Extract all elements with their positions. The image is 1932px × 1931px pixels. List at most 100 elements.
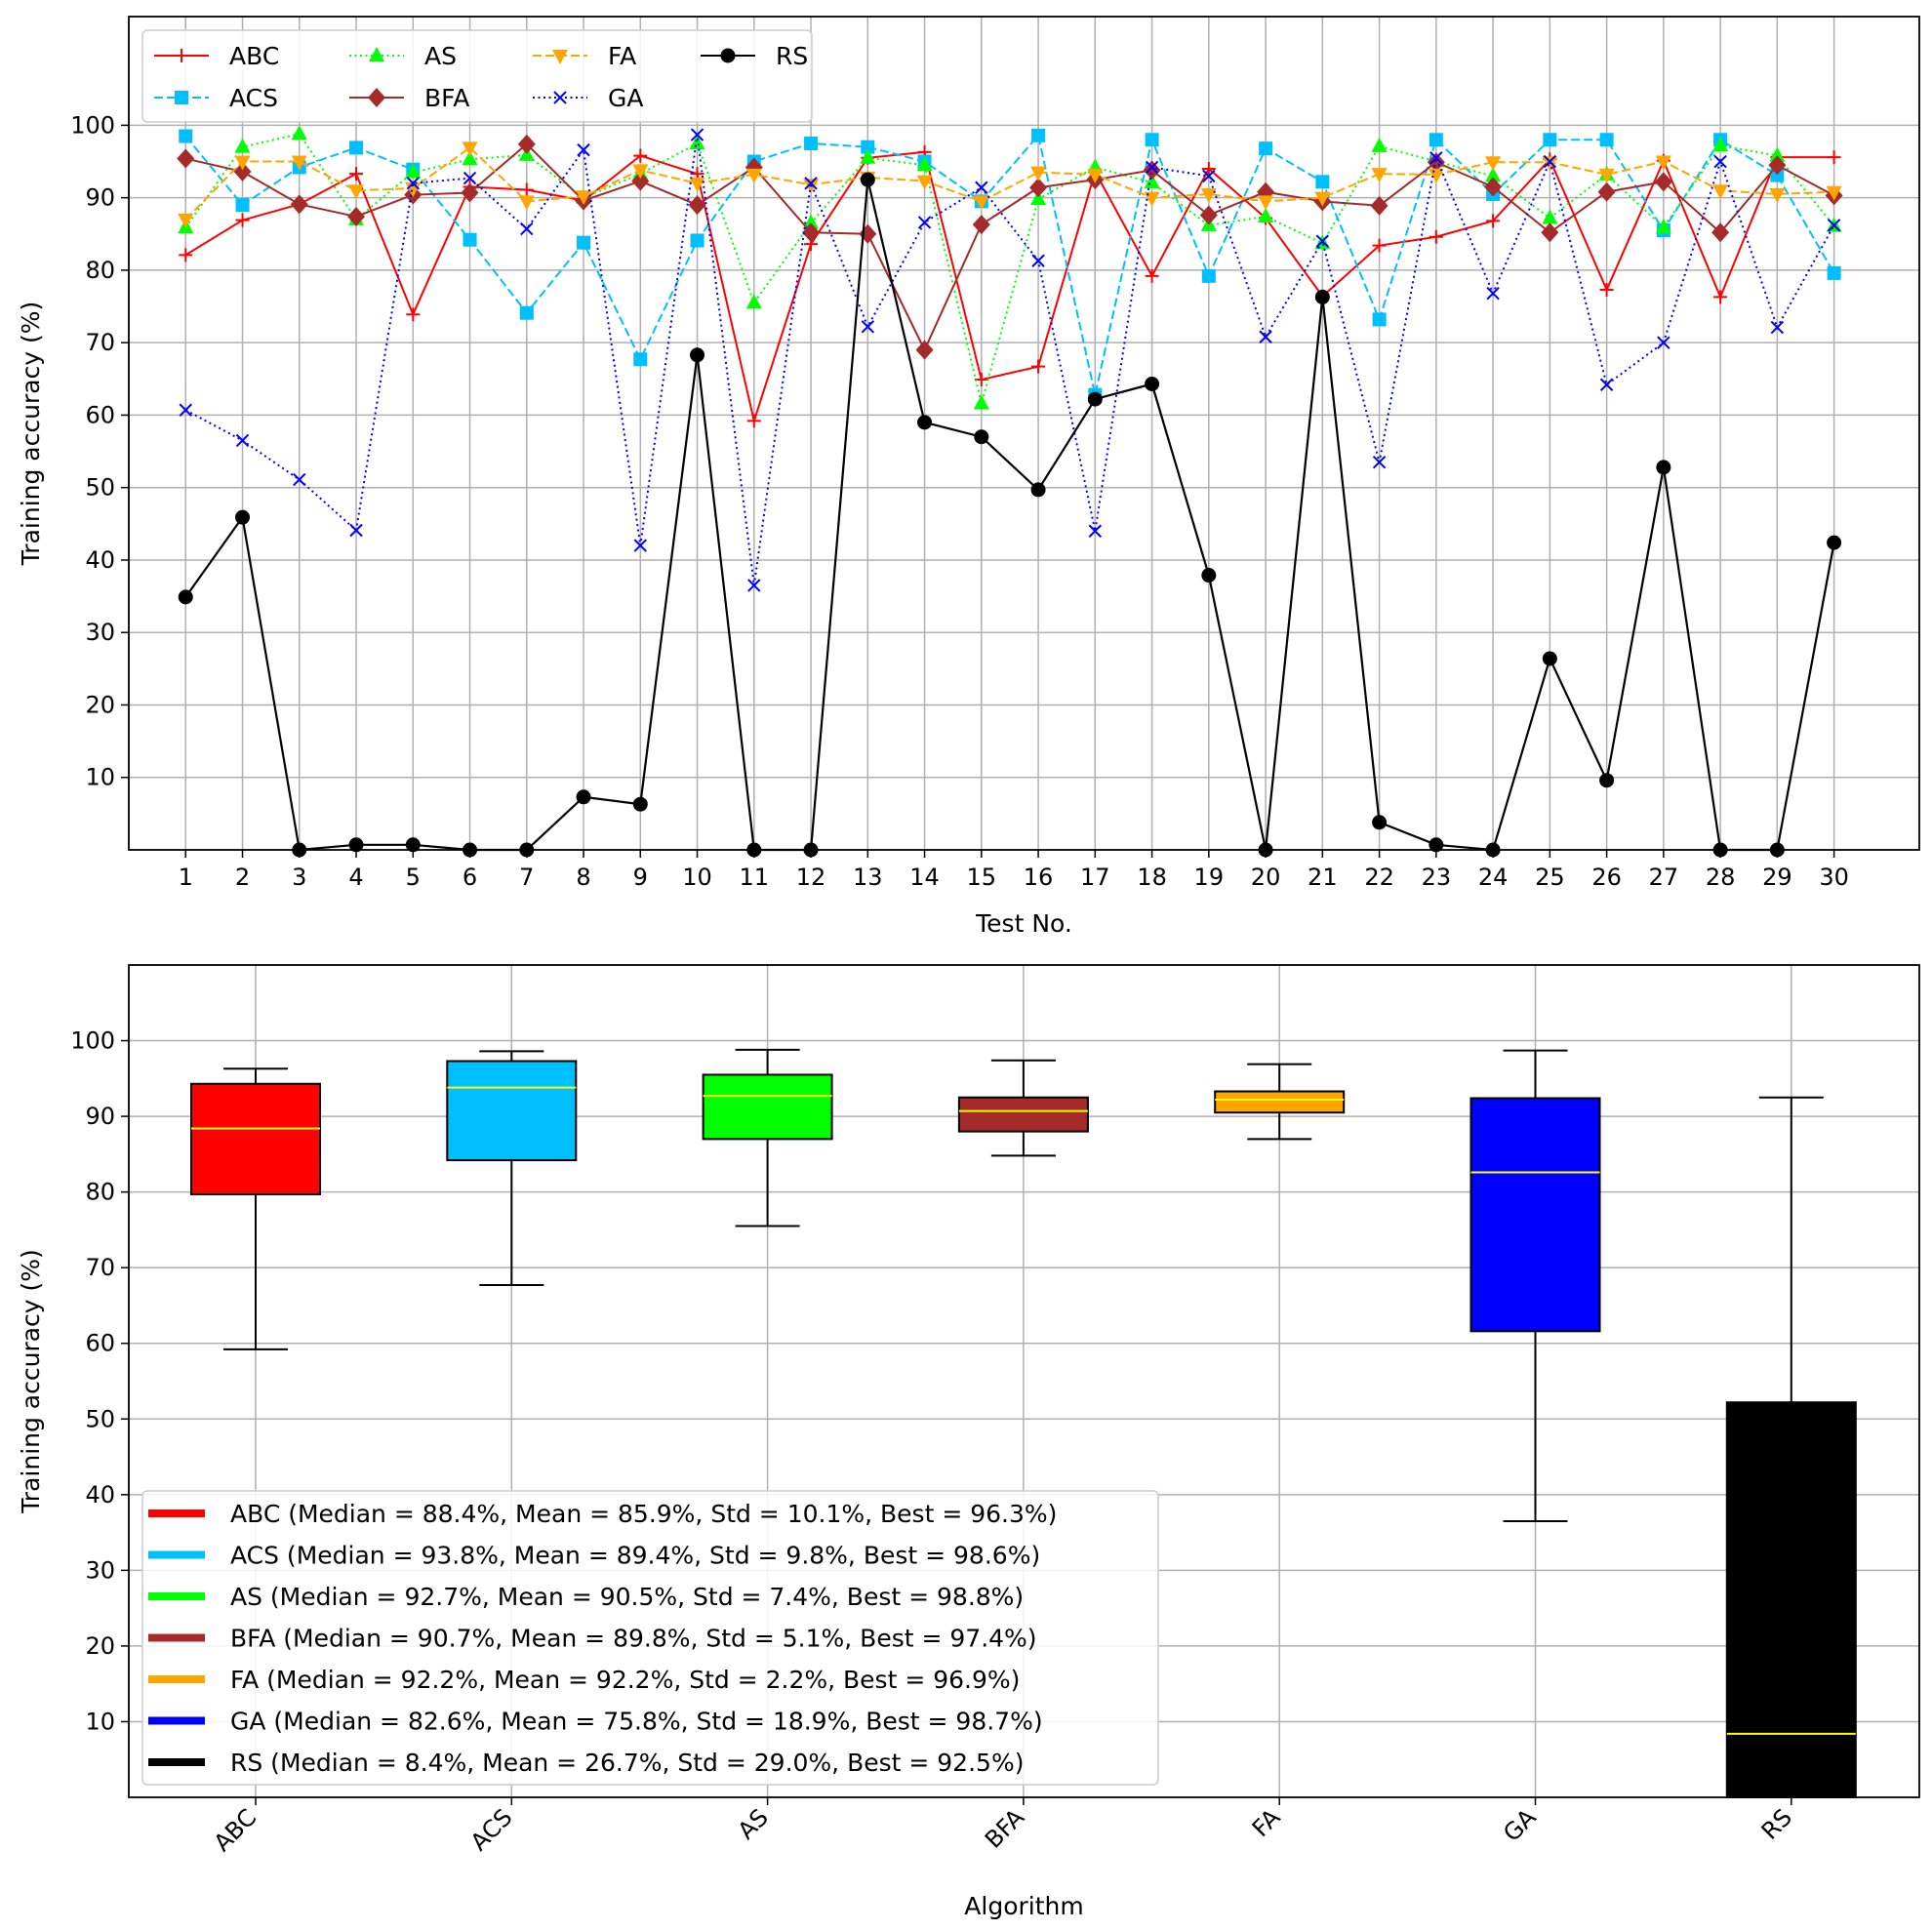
x-tick-label: FA xyxy=(1247,1803,1286,1842)
as-point xyxy=(973,394,989,410)
bfa-point xyxy=(1711,222,1730,243)
y-tick-label: 70 xyxy=(85,1254,115,1281)
legend-rs-point xyxy=(720,48,736,63)
x-tick-label: 12 xyxy=(796,864,826,891)
fa-point xyxy=(916,175,933,190)
legend-frame xyxy=(141,1490,1159,1786)
legend: ABC ACS AS BFA FA GA RS xyxy=(141,29,813,123)
bfa-point xyxy=(233,161,252,181)
x-tick-label: 25 xyxy=(1535,864,1565,891)
ga-point xyxy=(1202,169,1216,183)
x-tick-label: 21 xyxy=(1308,864,1338,891)
acs-point xyxy=(1201,268,1216,283)
as-point xyxy=(405,163,422,179)
bfa-point xyxy=(1029,178,1048,198)
rs-point xyxy=(405,837,421,853)
series-bfa xyxy=(177,134,1843,360)
box-bfa xyxy=(957,1059,1089,1157)
bfa-point xyxy=(290,194,308,215)
rs-point xyxy=(178,589,193,605)
as-point xyxy=(1769,146,1786,162)
ga-point xyxy=(633,539,647,552)
bfa-point xyxy=(1541,222,1559,243)
legend: ABC (Median = 88.4%, Mean = 85.9%, Std =… xyxy=(141,1490,1159,1786)
x-tick-label: 24 xyxy=(1478,864,1509,891)
legend-label: ABC (Median = 88.4%, Mean = 85.9%, Std =… xyxy=(230,1500,1057,1528)
x-tick-label: 19 xyxy=(1194,864,1225,891)
as-point xyxy=(462,150,478,166)
rs-point xyxy=(348,837,364,853)
as-point xyxy=(1542,209,1558,224)
x-tick-label: 7 xyxy=(519,864,534,891)
bfa-point xyxy=(1199,205,1218,225)
legend-bfa-point xyxy=(368,88,385,107)
rs-point xyxy=(1429,837,1444,853)
x-tick-label: 30 xyxy=(1819,864,1849,891)
bfa-point xyxy=(461,182,479,203)
ga-point xyxy=(463,171,477,185)
ga-point xyxy=(1372,455,1387,469)
x-tick-label: ABC xyxy=(209,1803,262,1857)
legend-frame xyxy=(141,29,813,123)
ga-point xyxy=(1315,234,1330,248)
fa-point xyxy=(689,177,705,192)
ga-point xyxy=(1657,336,1670,349)
fa-point xyxy=(1826,185,1842,201)
y-tick-label: 80 xyxy=(85,257,115,284)
legend-label: AS (Median = 92.7%, Mean = 90.5%, Std = … xyxy=(230,1583,1024,1611)
rs-point xyxy=(690,347,705,363)
legend-ga-point xyxy=(553,91,567,104)
legend-fa-point xyxy=(552,50,568,64)
legend-abc-point xyxy=(175,49,188,62)
series-acs xyxy=(179,128,1841,402)
rs-point xyxy=(1599,773,1615,788)
y-tick-label: 70 xyxy=(85,329,115,356)
fa-point xyxy=(1371,168,1388,183)
series-line-as xyxy=(184,133,1835,408)
rs-point xyxy=(860,172,875,187)
abc-point xyxy=(974,373,988,387)
abc-point xyxy=(519,182,534,197)
acs-point xyxy=(1372,312,1387,327)
legend-label: FA (Median = 92.2%, Mean = 92.2%, Std = … xyxy=(230,1666,1020,1694)
fa-point xyxy=(1485,156,1502,172)
rs-point xyxy=(632,796,648,812)
rs-point xyxy=(1201,568,1217,583)
x-axis-label: Test No. xyxy=(975,909,1072,938)
line-chart: 1 2 3 4 5 6 7 8 9 10 11 12 13 14 15 16 17 18 19 20 21 22 23 24 2… xyxy=(17,16,1920,938)
y-tick-label: 50 xyxy=(85,1405,115,1432)
bfa-point xyxy=(972,215,990,235)
abc-point xyxy=(1486,214,1501,228)
bfa-point xyxy=(1484,177,1503,197)
as-point xyxy=(1030,190,1047,206)
fa-point xyxy=(462,141,478,157)
box-fa xyxy=(1214,1063,1346,1141)
rs-point xyxy=(1314,289,1330,304)
as-point xyxy=(291,125,307,141)
as-point xyxy=(860,148,876,164)
legend-label-bfa: BFA xyxy=(424,84,469,112)
series-line-bfa xyxy=(185,142,1835,352)
ga-point xyxy=(804,177,818,190)
y-tick-label: 40 xyxy=(85,1481,115,1509)
ga-point xyxy=(1031,254,1045,267)
series-line-ga xyxy=(184,134,1835,586)
y-tick-label: 50 xyxy=(85,474,115,502)
acs-point xyxy=(633,352,648,367)
fa-point xyxy=(1314,191,1331,207)
abc-point xyxy=(1429,229,1443,244)
y-tick-label: 90 xyxy=(85,1103,115,1130)
ga-point xyxy=(1259,330,1272,343)
x-tick-label: 11 xyxy=(740,864,770,891)
x-tick-label: 22 xyxy=(1364,864,1394,891)
x-tick-label: 5 xyxy=(406,864,421,891)
ga-point xyxy=(1429,151,1443,165)
abc-point xyxy=(633,148,648,163)
y-axis-label: Training accuracy (%) xyxy=(17,1249,45,1514)
abc-point xyxy=(746,414,761,428)
x-tick-label: 23 xyxy=(1422,864,1452,891)
x-tick-label: 20 xyxy=(1251,864,1281,891)
x-tick-label: 8 xyxy=(576,864,590,891)
ga-point xyxy=(577,142,590,157)
box-abc xyxy=(190,1067,321,1350)
